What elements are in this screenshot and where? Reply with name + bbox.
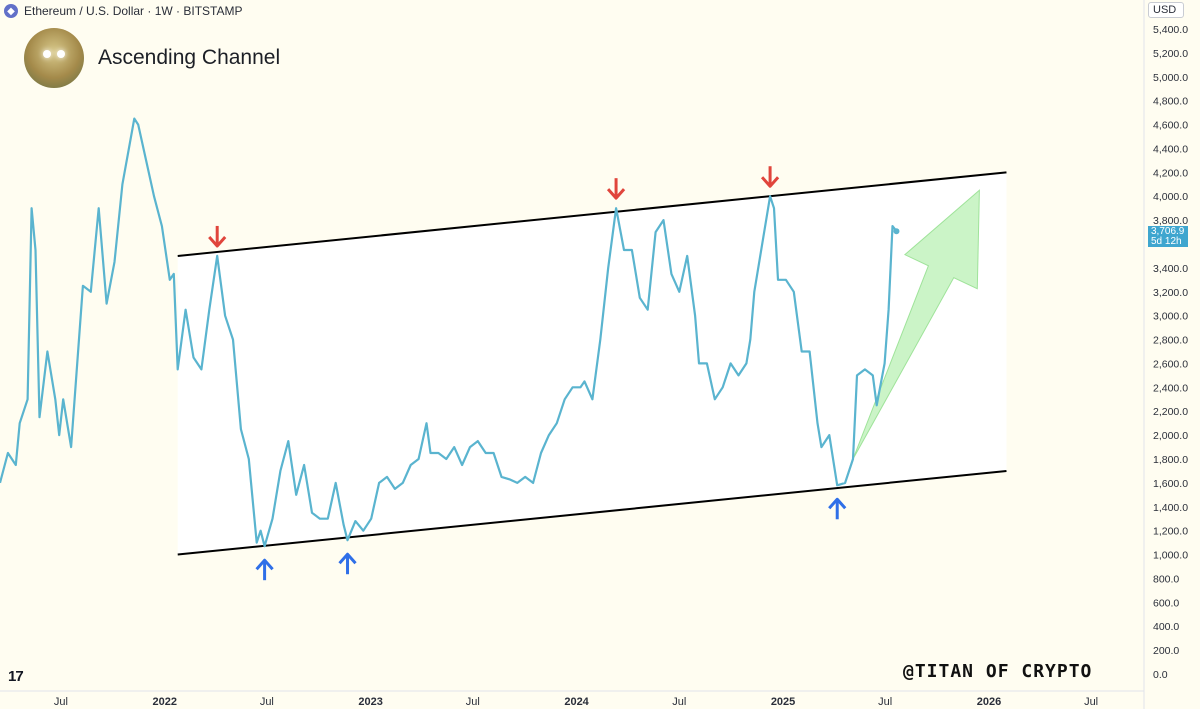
y-tick-label: 1,800.0 <box>1153 454 1188 466</box>
y-tick-label: 5,400.0 <box>1153 24 1188 36</box>
last-price-dot <box>893 228 900 235</box>
y-tick-label: 200.0 <box>1153 645 1179 657</box>
y-tick-label: 4,000.0 <box>1153 191 1188 203</box>
y-tick-label: 2,400.0 <box>1153 382 1188 394</box>
arrow-down-icon-head <box>606 188 626 200</box>
arrow-up-icon <box>828 497 847 520</box>
arrow-up-icon <box>338 552 357 575</box>
price-series-line <box>0 117 898 548</box>
y-tick-label: 2,600.0 <box>1153 358 1188 370</box>
y-tick-label: 4,600.0 <box>1153 120 1188 132</box>
x-tick-label: Jul <box>260 696 274 708</box>
y-tick-label: 800.0 <box>1153 573 1179 585</box>
arrow-down-icon <box>606 178 626 200</box>
x-tick-label: Jul <box>54 696 68 708</box>
arrow-up-icon <box>255 558 274 581</box>
x-tick-label: 2024 <box>564 696 589 708</box>
y-tick-label: 4,400.0 <box>1153 143 1188 155</box>
chart-title: Ascending Channel <box>98 46 281 69</box>
x-tick-label: 2022 <box>152 696 176 708</box>
y-tick-label: 4,800.0 <box>1153 96 1188 108</box>
y-tick-label: 3,400.0 <box>1153 263 1188 275</box>
tradingview-logo[interactable]: 17 <box>8 668 24 685</box>
avatar <box>24 28 84 88</box>
x-tick-label: Jul <box>672 696 686 708</box>
channel-upper-line <box>177 171 1007 257</box>
x-tick-label: 2025 <box>771 696 795 708</box>
y-tick-label: 2,200.0 <box>1153 406 1188 418</box>
y-tick-label: 3,000.0 <box>1153 311 1188 323</box>
last-price-value: 3,706.9 <box>1151 226 1185 237</box>
y-tick-label: 1,000.0 <box>1153 550 1188 562</box>
symbol-header[interactable]: ◆ Ethereum / U.S. Dollar · 1W · BITSTAMP <box>0 0 242 22</box>
arrow-up-icon-head <box>828 497 847 510</box>
y-tick-label: 2,800.0 <box>1153 335 1188 347</box>
ethereum-icon: ◆ <box>4 4 18 18</box>
y-tick-label: 4,200.0 <box>1153 167 1188 179</box>
symbol-line: Ethereum / U.S. Dollar · 1W · BITSTAMP <box>24 4 243 18</box>
x-tick-label: Jul <box>466 696 480 708</box>
y-tick-label: 0.0 <box>1153 669 1168 681</box>
watermark: @TITAN OF CRYPTO <box>903 661 1093 682</box>
y-tick-label: 600.0 <box>1153 597 1179 609</box>
y-tick-label: 5,200.0 <box>1153 48 1188 60</box>
y-tick-label: 2,000.0 <box>1153 430 1188 442</box>
projection-arrow <box>852 189 980 460</box>
y-tick-label: 1,400.0 <box>1153 502 1188 514</box>
channel-lower-line <box>177 469 1007 556</box>
arrow-down-icon <box>208 225 227 248</box>
arrow-down-icon-head <box>208 235 227 248</box>
y-tick-label: 3,200.0 <box>1153 287 1188 299</box>
last-price-label: 3,706.9 5d 12h <box>1148 226 1188 247</box>
x-tick-label: Jul <box>878 696 892 708</box>
title-block: Ascending Channel <box>24 28 280 88</box>
arrow-up-icon-head <box>255 558 274 571</box>
x-tick-label: Jul <box>1084 696 1098 708</box>
y-tick-label: 1,200.0 <box>1153 526 1188 538</box>
y-tick-label: 1,600.0 <box>1153 478 1188 490</box>
bar-countdown: 5d 12h <box>1151 236 1182 247</box>
x-tick-label: 2026 <box>977 696 1001 708</box>
y-tick-label: 3,800.0 <box>1153 215 1188 227</box>
channel-fill <box>177 172 1007 555</box>
currency-selector[interactable]: USD <box>1148 2 1184 18</box>
arrow-down-icon <box>760 166 780 188</box>
arrow-down-icon-head <box>760 176 780 188</box>
y-tick-label: 400.0 <box>1153 621 1179 633</box>
arrow-up-icon-head <box>338 552 357 565</box>
x-tick-label: 2023 <box>358 696 382 708</box>
y-tick-label: 5,000.0 <box>1153 72 1188 84</box>
